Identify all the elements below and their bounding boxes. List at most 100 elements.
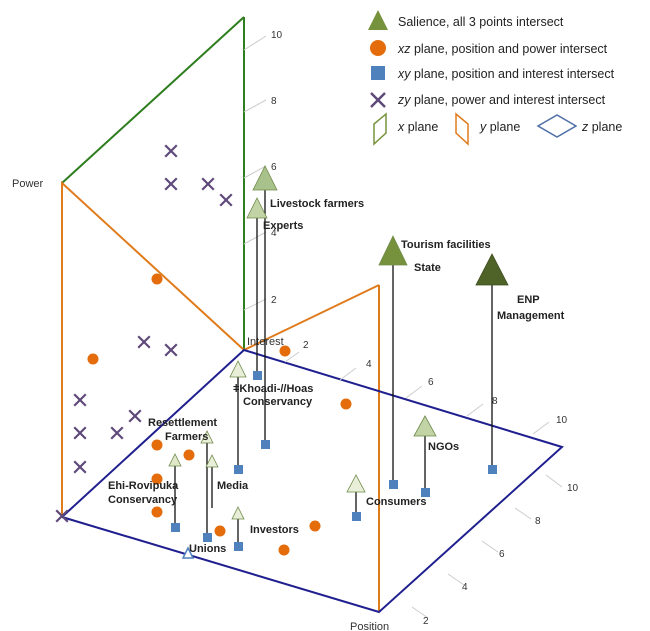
legend: Salience, all 3 points intersect xz plan… [368,10,622,146]
label-tourism-facilities: Tourism facilities [401,239,491,251]
interest-tick: 8 [492,396,498,407]
xz-marker [183,449,195,461]
xy-marker [488,465,497,474]
position-tick: 4 [462,582,468,593]
legend-y-plane-label: y plane [479,120,520,134]
legend-salience-label: Salience, all 3 points intersect [398,15,564,29]
zy-markers [55,144,233,523]
legend-xz-icon [370,40,386,56]
zy-marker [128,409,142,423]
y-plane [61,180,380,612]
z-plane [60,348,564,614]
zy-marker [73,393,87,407]
zy-marker [55,509,69,523]
xz-marker [214,525,226,537]
legend-x-plane-icon [373,112,387,146]
salience-investors [231,506,245,520]
zy-marker [164,343,178,357]
xy-marker [389,480,398,489]
interest-tick: 2 [303,340,309,351]
label-enp-management: Management [497,310,565,322]
xz-marker [151,506,163,518]
salience-consumers [346,474,366,493]
label-unions: Unions [189,543,226,555]
xy-marker [352,512,361,521]
label-media: Media [217,480,249,492]
position-tick: 8 [535,516,541,527]
legend-zy-icon [370,92,386,108]
stakeholder-stems [174,190,493,547]
label-investors: Investors [250,524,299,536]
salience-unions [181,546,195,559]
salience-ehi-rovipuka [168,453,182,467]
zy-marker [73,460,87,474]
salience-experts [246,197,268,219]
power-tick: 10 [271,30,283,41]
xy-marker [234,542,243,551]
xz-marker [151,273,163,285]
legend-z-plane-label: z plane [581,120,622,134]
legend-zy-label: zy plane, power and interest intersect [397,93,606,107]
xz-marker [340,398,352,410]
power-axis-ticks [243,35,267,311]
legend-xz-label: xz plane, position and power intersect [397,42,608,56]
interest-tick: 10 [556,415,568,426]
legend-xy-label: xy plane, position and interest intersec… [397,67,615,81]
zy-marker [110,426,124,440]
zy-marker [73,426,87,440]
position-axis-title: Position [350,621,389,631]
power-axis-title: Power [12,178,44,190]
zy-marker [201,177,215,191]
label-consumers: Consumers [366,496,427,508]
position-tick: 6 [499,549,505,560]
xz-marker [309,520,321,532]
label-enp: ENP [517,294,540,306]
xy-marker [203,533,212,542]
legend-x-plane-label: x plane [397,120,438,134]
xy-marker [253,371,262,380]
salience-resettlement [200,430,214,444]
legend-salience-icon [368,10,388,30]
zy-marker [164,144,178,158]
xz-marker [279,345,291,357]
label-experts: Experts [263,220,303,232]
xy-marker [421,488,430,497]
power-tick: 6 [271,162,277,173]
xy-marker [261,440,270,449]
interest-axis-ticks [284,351,550,435]
label-resettlement: Resettlement [148,417,217,429]
salience-ngos [413,415,437,437]
power-tick: 8 [271,96,277,107]
salience-tourism-state [378,235,408,266]
label-ehi-conservancy: Conservancy [108,494,178,506]
xz-markers [87,273,352,556]
power-tick: 4 [271,228,277,239]
legend-y-plane-icon [455,112,469,146]
salience-khoadi [229,360,247,378]
salience-enp-management [475,253,509,286]
label-ehi-rovipuka: Ehi-Rovipuka [108,480,179,492]
interest-tick: 6 [428,377,434,388]
xy-marker [234,465,243,474]
legend-xy-icon [371,66,385,80]
xz-marker [151,439,163,451]
label-khoadi-conservancy: Conservancy [243,396,313,408]
interest-tick: 4 [366,359,372,370]
xz-marker [151,473,163,485]
label-livestock-farmers: Livestock farmers [270,198,364,210]
salience-media [205,454,219,468]
label-resettlement-farmers: Farmers [165,431,208,443]
position-tick: 10 [567,483,579,494]
xy-markers [171,371,497,551]
power-tick: 2 [271,295,277,306]
zy-marker [164,177,178,191]
salience-markers [168,165,509,559]
x-plane [61,16,245,350]
position-tick: 2 [423,616,429,627]
zy-marker [219,193,233,207]
label-state: State [414,262,441,274]
label-ngos: NGOs [428,441,459,453]
salience-livestock-farmers [252,165,278,191]
legend-z-plane-icon [536,114,578,138]
